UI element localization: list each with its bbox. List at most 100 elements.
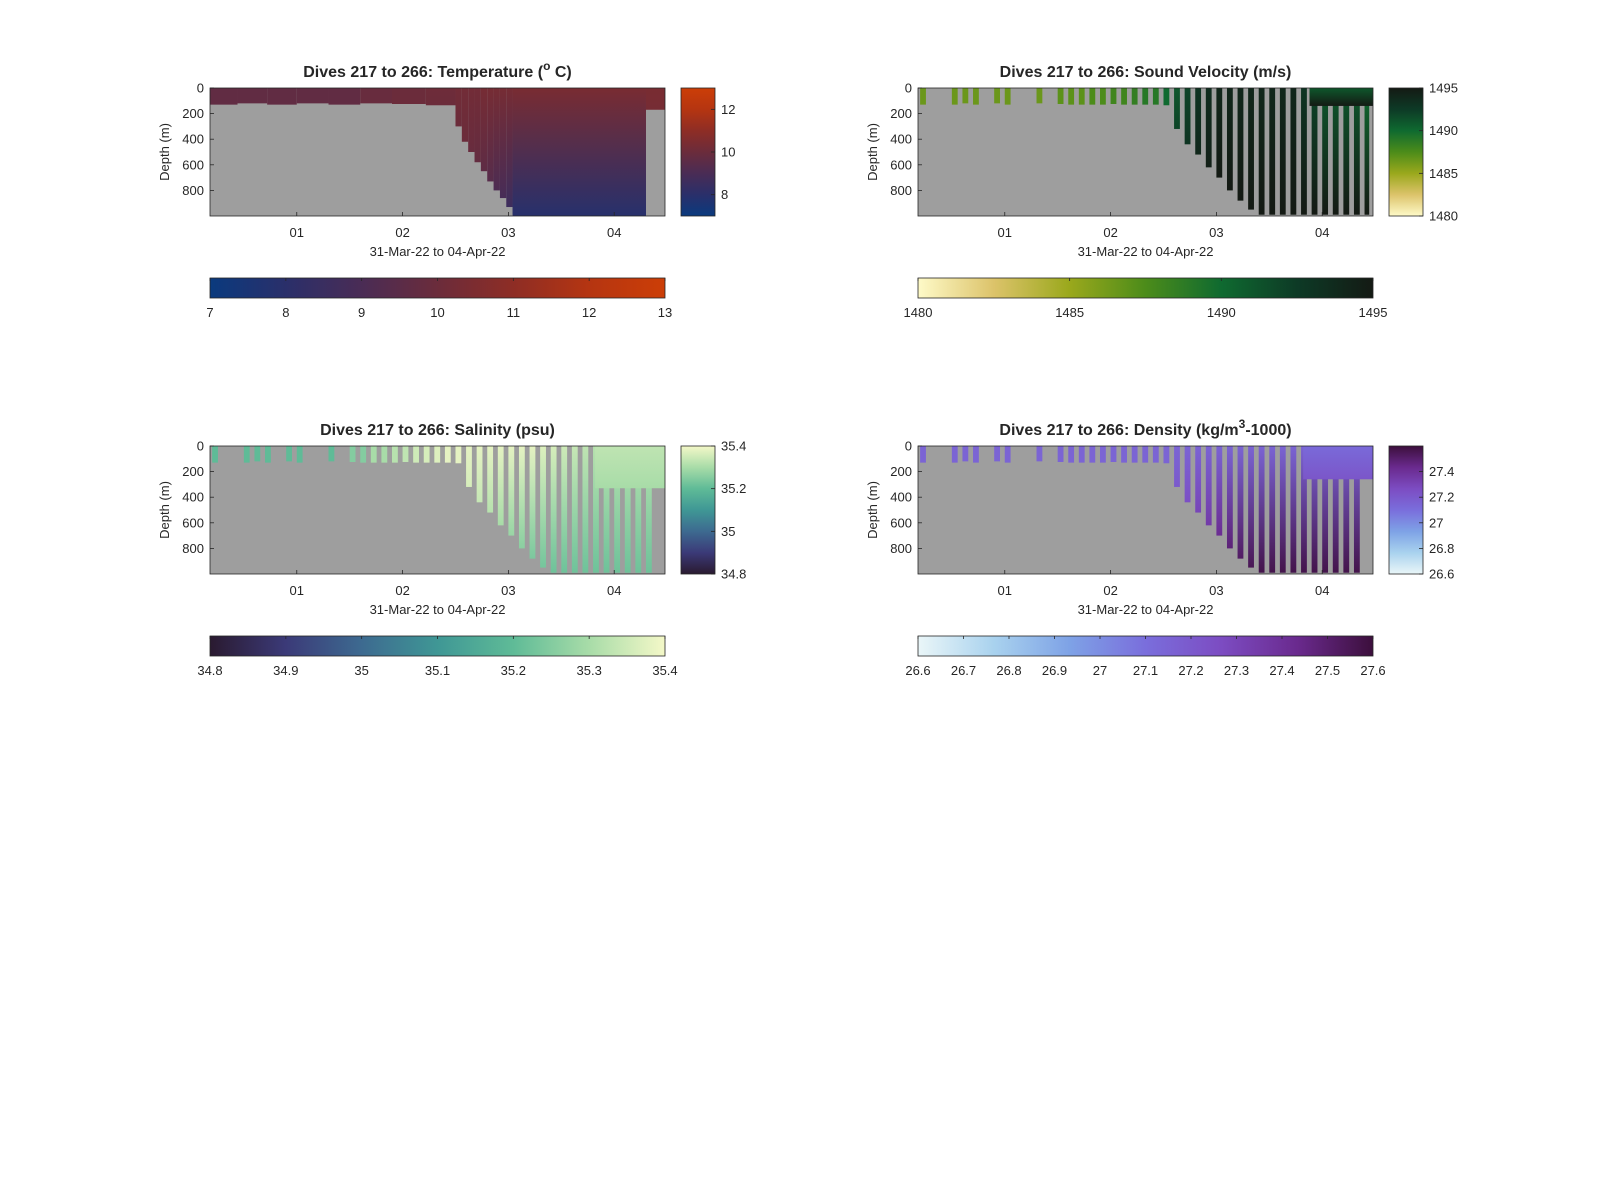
continuous-band <box>512 88 646 216</box>
dive-column <box>1258 88 1265 215</box>
dive-column <box>1364 88 1370 215</box>
dive-column <box>237 88 268 104</box>
x-tick-label: 01 <box>998 583 1012 598</box>
dive-column <box>506 88 513 208</box>
y-tick-label: 400 <box>182 132 204 147</box>
y-tick-label: 200 <box>890 464 912 479</box>
x-tick-label: 02 <box>395 583 409 598</box>
dive-column <box>370 446 377 463</box>
dive-column <box>254 446 261 462</box>
colorbar-right-label: 1490 <box>1429 123 1458 138</box>
colorbar-bottom-label: 1490 <box>1207 305 1236 320</box>
colorbar-bottom-label: 34.9 <box>273 663 298 678</box>
colorbar-bottom-label: 8 <box>282 305 289 320</box>
dive-column <box>994 88 1001 104</box>
x-axis-label: 31-Mar-22 to 04-Apr-22 <box>370 602 506 617</box>
colorbar-right-label: 26.6 <box>1429 567 1454 582</box>
x-tick-label: 01 <box>998 225 1012 240</box>
colorbar-bottom-label: 35.2 <box>501 663 526 678</box>
dive-column <box>267 88 297 105</box>
y-tick-label: 400 <box>182 490 204 505</box>
continuous-band <box>595 446 665 489</box>
panel-4: 0 200 400 600 800 01 02 03 04 31-Mar-22 to 04-Apr… <box>865 417 1454 678</box>
dive-column <box>593 446 599 573</box>
colorbar-bottom-label: 13 <box>658 305 672 320</box>
colorbar-right <box>680 87 716 217</box>
axes-frame <box>209 445 666 575</box>
dive-column <box>1205 446 1212 526</box>
panel-3: 0 200 400 600 800 01 02 03 04 31-Mar-22 to 04-Apr… <box>157 422 746 678</box>
dive-column <box>1332 446 1339 573</box>
dive-column <box>1142 446 1149 463</box>
dive-column <box>1226 446 1233 549</box>
colorbar-right-label: 35.4 <box>721 439 746 454</box>
y-tick-label: 0 <box>905 81 912 96</box>
dive-column <box>571 446 578 573</box>
colorbar-right-label: 27.2 <box>1429 490 1454 505</box>
colorbar-bottom <box>917 277 1374 299</box>
x-tick-label: 04 <box>607 583 621 598</box>
colorbar-right-label: 35.2 <box>721 481 746 496</box>
continuous-band <box>1309 88 1373 106</box>
dive-column <box>455 446 462 464</box>
dive-column <box>1184 88 1191 145</box>
y-tick-label: 200 <box>182 106 204 121</box>
dive-column <box>1036 446 1043 462</box>
colorbar-right-label: 27.4 <box>1429 464 1454 479</box>
dive-column <box>1311 88 1318 215</box>
dive-column <box>582 446 589 573</box>
dive-column <box>1057 88 1064 104</box>
dive-column <box>1057 446 1064 462</box>
colorbar-bottom-label: 34.8 <box>197 663 222 678</box>
dive-column <box>1152 446 1159 463</box>
dive-column <box>425 88 456 106</box>
dive-column <box>497 446 504 526</box>
colorbar-bottom-label: 26.9 <box>1042 663 1067 678</box>
colorbar-bottom-label: 27 <box>1093 663 1107 678</box>
dive-column <box>508 446 515 536</box>
x-tick-label: 03 <box>501 583 515 598</box>
dive-column <box>1121 88 1127 105</box>
dive-column <box>1036 88 1043 104</box>
x-tick-label: 02 <box>395 225 409 240</box>
x-tick-label: 03 <box>501 225 515 240</box>
dive-column <box>1131 88 1138 105</box>
x-tick-label: 02 <box>1103 583 1117 598</box>
dive-column <box>423 446 430 463</box>
dive-column <box>474 88 481 163</box>
dive-column <box>1258 446 1265 573</box>
dive-column <box>645 88 665 110</box>
dive-column <box>1343 446 1350 573</box>
y-axis-label: Depth (m) <box>157 123 172 181</box>
dive-column <box>1078 446 1085 463</box>
colorbar-right-label: 1495 <box>1429 81 1458 96</box>
dive-column <box>243 446 250 463</box>
colorbar-bottom-label: 7 <box>206 305 213 320</box>
y-tick-label: 800 <box>182 183 204 198</box>
dive-column <box>1100 88 1106 105</box>
colorbar-bottom-label: 27.4 <box>1269 663 1294 678</box>
dive-column <box>1269 446 1276 573</box>
dive-column <box>392 88 426 104</box>
colorbar-bottom-label: 1480 <box>904 305 933 320</box>
dive-column <box>624 446 631 573</box>
panel-2: 0 200 400 600 800 01 02 03 04 31-Mar-22 to 04-Apr… <box>865 64 1458 320</box>
dive-column <box>962 88 969 104</box>
colorbar-bottom-label: 27.1 <box>1133 663 1158 678</box>
dive-column <box>973 446 979 463</box>
dive-column <box>635 446 642 573</box>
colorbar-bottom-label: 26.6 <box>905 663 930 678</box>
y-axis-label: Depth (m) <box>157 481 172 539</box>
dive-column <box>1078 88 1085 105</box>
plot-background <box>918 88 1373 216</box>
dive-column <box>212 446 218 463</box>
dive-column <box>210 88 238 105</box>
dive-column <box>1089 446 1096 463</box>
colorbar-right-label: 26.8 <box>1429 541 1454 556</box>
dive-column <box>296 446 303 463</box>
dive-column <box>920 446 926 463</box>
plot-background <box>918 446 1373 574</box>
colorbar-bottom-label: 26.7 <box>951 663 976 678</box>
dive-column <box>392 446 398 463</box>
